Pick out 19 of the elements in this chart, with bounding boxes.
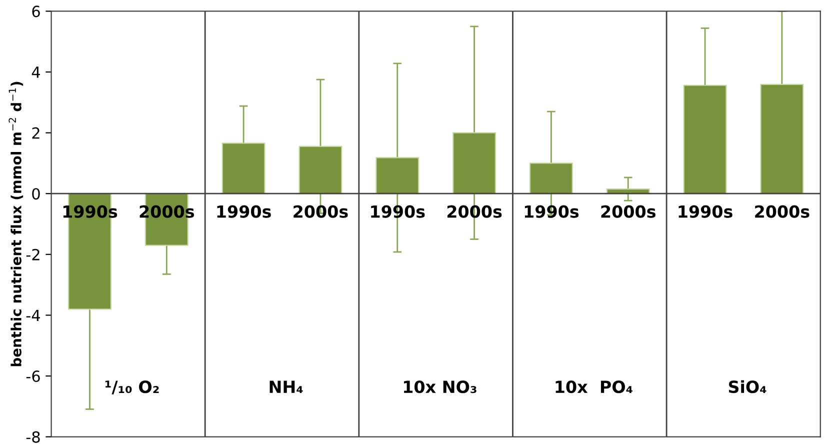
x-tick-label: 1990s <box>678 205 732 218</box>
y-tick-label: -2 <box>26 248 40 260</box>
y-tick-label: 4 <box>32 66 40 78</box>
annotation: 10x NO₃ <box>404 380 476 394</box>
annotation: 10x PO₄ <box>556 380 632 394</box>
annotation: ¹/₁₀ O₂ <box>105 380 159 394</box>
x-tick-label: 2000s <box>601 205 656 218</box>
y-tick-label: -6 <box>26 370 40 382</box>
annotation: SiO₄ <box>728 380 766 394</box>
y-tick-label: -4 <box>26 310 40 322</box>
y-tick-label: 6 <box>32 6 40 18</box>
x-tick-label: 2000s <box>294 205 348 218</box>
y-axis-title: benthic nutrient flux (mmol m$^{−2}$ d$^{−1}$) <box>8 82 24 366</box>
y-tick-label: -8 <box>26 431 40 443</box>
x-tick-label: 1990s <box>217 205 271 218</box>
y-tick-label: 0 <box>32 188 40 200</box>
annotation: NH₄ <box>270 380 303 393</box>
y-tick-label: 2 <box>32 127 40 139</box>
x-tick-label: 2000s <box>755 205 810 218</box>
